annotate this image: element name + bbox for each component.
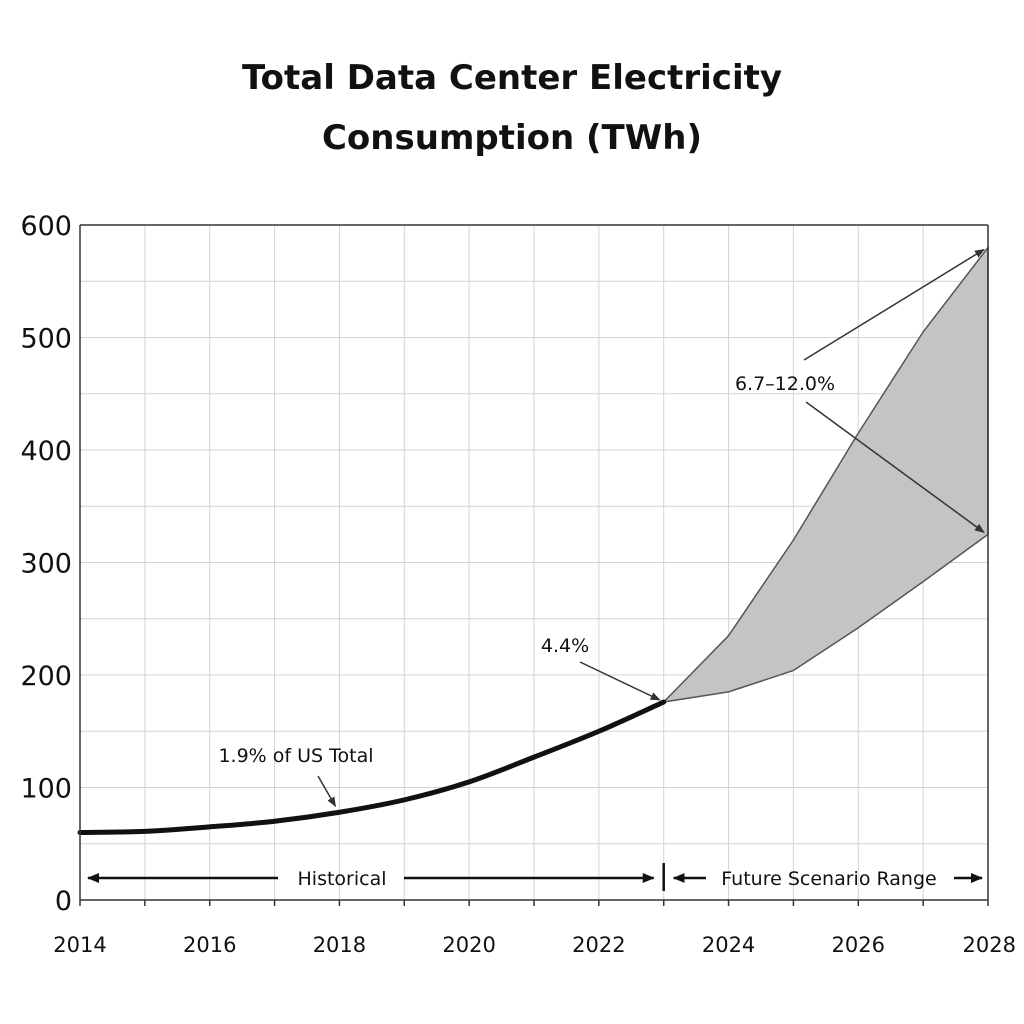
annotation-arrow-2018 [317, 775, 337, 808]
annotation-us-share-2023: 4.4% [541, 635, 589, 657]
historical-series [77, 699, 667, 835]
chart-title-line-2: Consumption (TWh) [321, 118, 702, 158]
x-tick-label: 2024 [702, 933, 755, 957]
annotations: Historical Future Scenario Range 1.9% of U… [87, 248, 985, 891]
y-tick-label: 600 [20, 211, 72, 242]
x-tick-label: 2016 [183, 933, 236, 957]
scenario-band [663, 247, 989, 703]
x-tick-label: 2022 [572, 933, 625, 957]
annotation-us-share-2028: 6.7–12.0% [735, 373, 835, 395]
annotation-arrow-2023 [579, 661, 661, 701]
historical-period-label: Historical [298, 868, 387, 890]
x-tick-label: 2028 [963, 933, 1016, 957]
annotation-arrow-2028-upper [803, 248, 985, 361]
scenario-upper-line [663, 247, 989, 703]
future-period-label: Future Scenario Range [721, 868, 936, 890]
x-tick-label: 2018 [313, 933, 366, 957]
annotation-us-share-2018: 1.9% of US Total [218, 745, 373, 767]
y-tick-label: 0 [55, 886, 72, 917]
y-tick-label: 400 [20, 436, 72, 467]
chart-title-line-1: Total Data Center Electricity [241, 58, 783, 98]
x-tick-label: 2014 [53, 933, 106, 957]
y-tick-label: 500 [20, 324, 72, 355]
historical-line [77, 699, 667, 835]
scenario-lower-line [663, 533, 989, 703]
annotation-arrow-2028-lower [805, 401, 985, 533]
y-tick-label: 300 [20, 549, 72, 580]
y-tick-label: 200 [20, 661, 72, 692]
axes: 0 100 200 300 400 500 600 2014 2016 2018 2020 2022 2… [20, 211, 1016, 957]
x-tick-label: 2020 [442, 933, 495, 957]
y-tick-label: 100 [20, 774, 72, 805]
x-tick-label: 2026 [832, 933, 885, 957]
scenario-band-area [663, 247, 988, 702]
